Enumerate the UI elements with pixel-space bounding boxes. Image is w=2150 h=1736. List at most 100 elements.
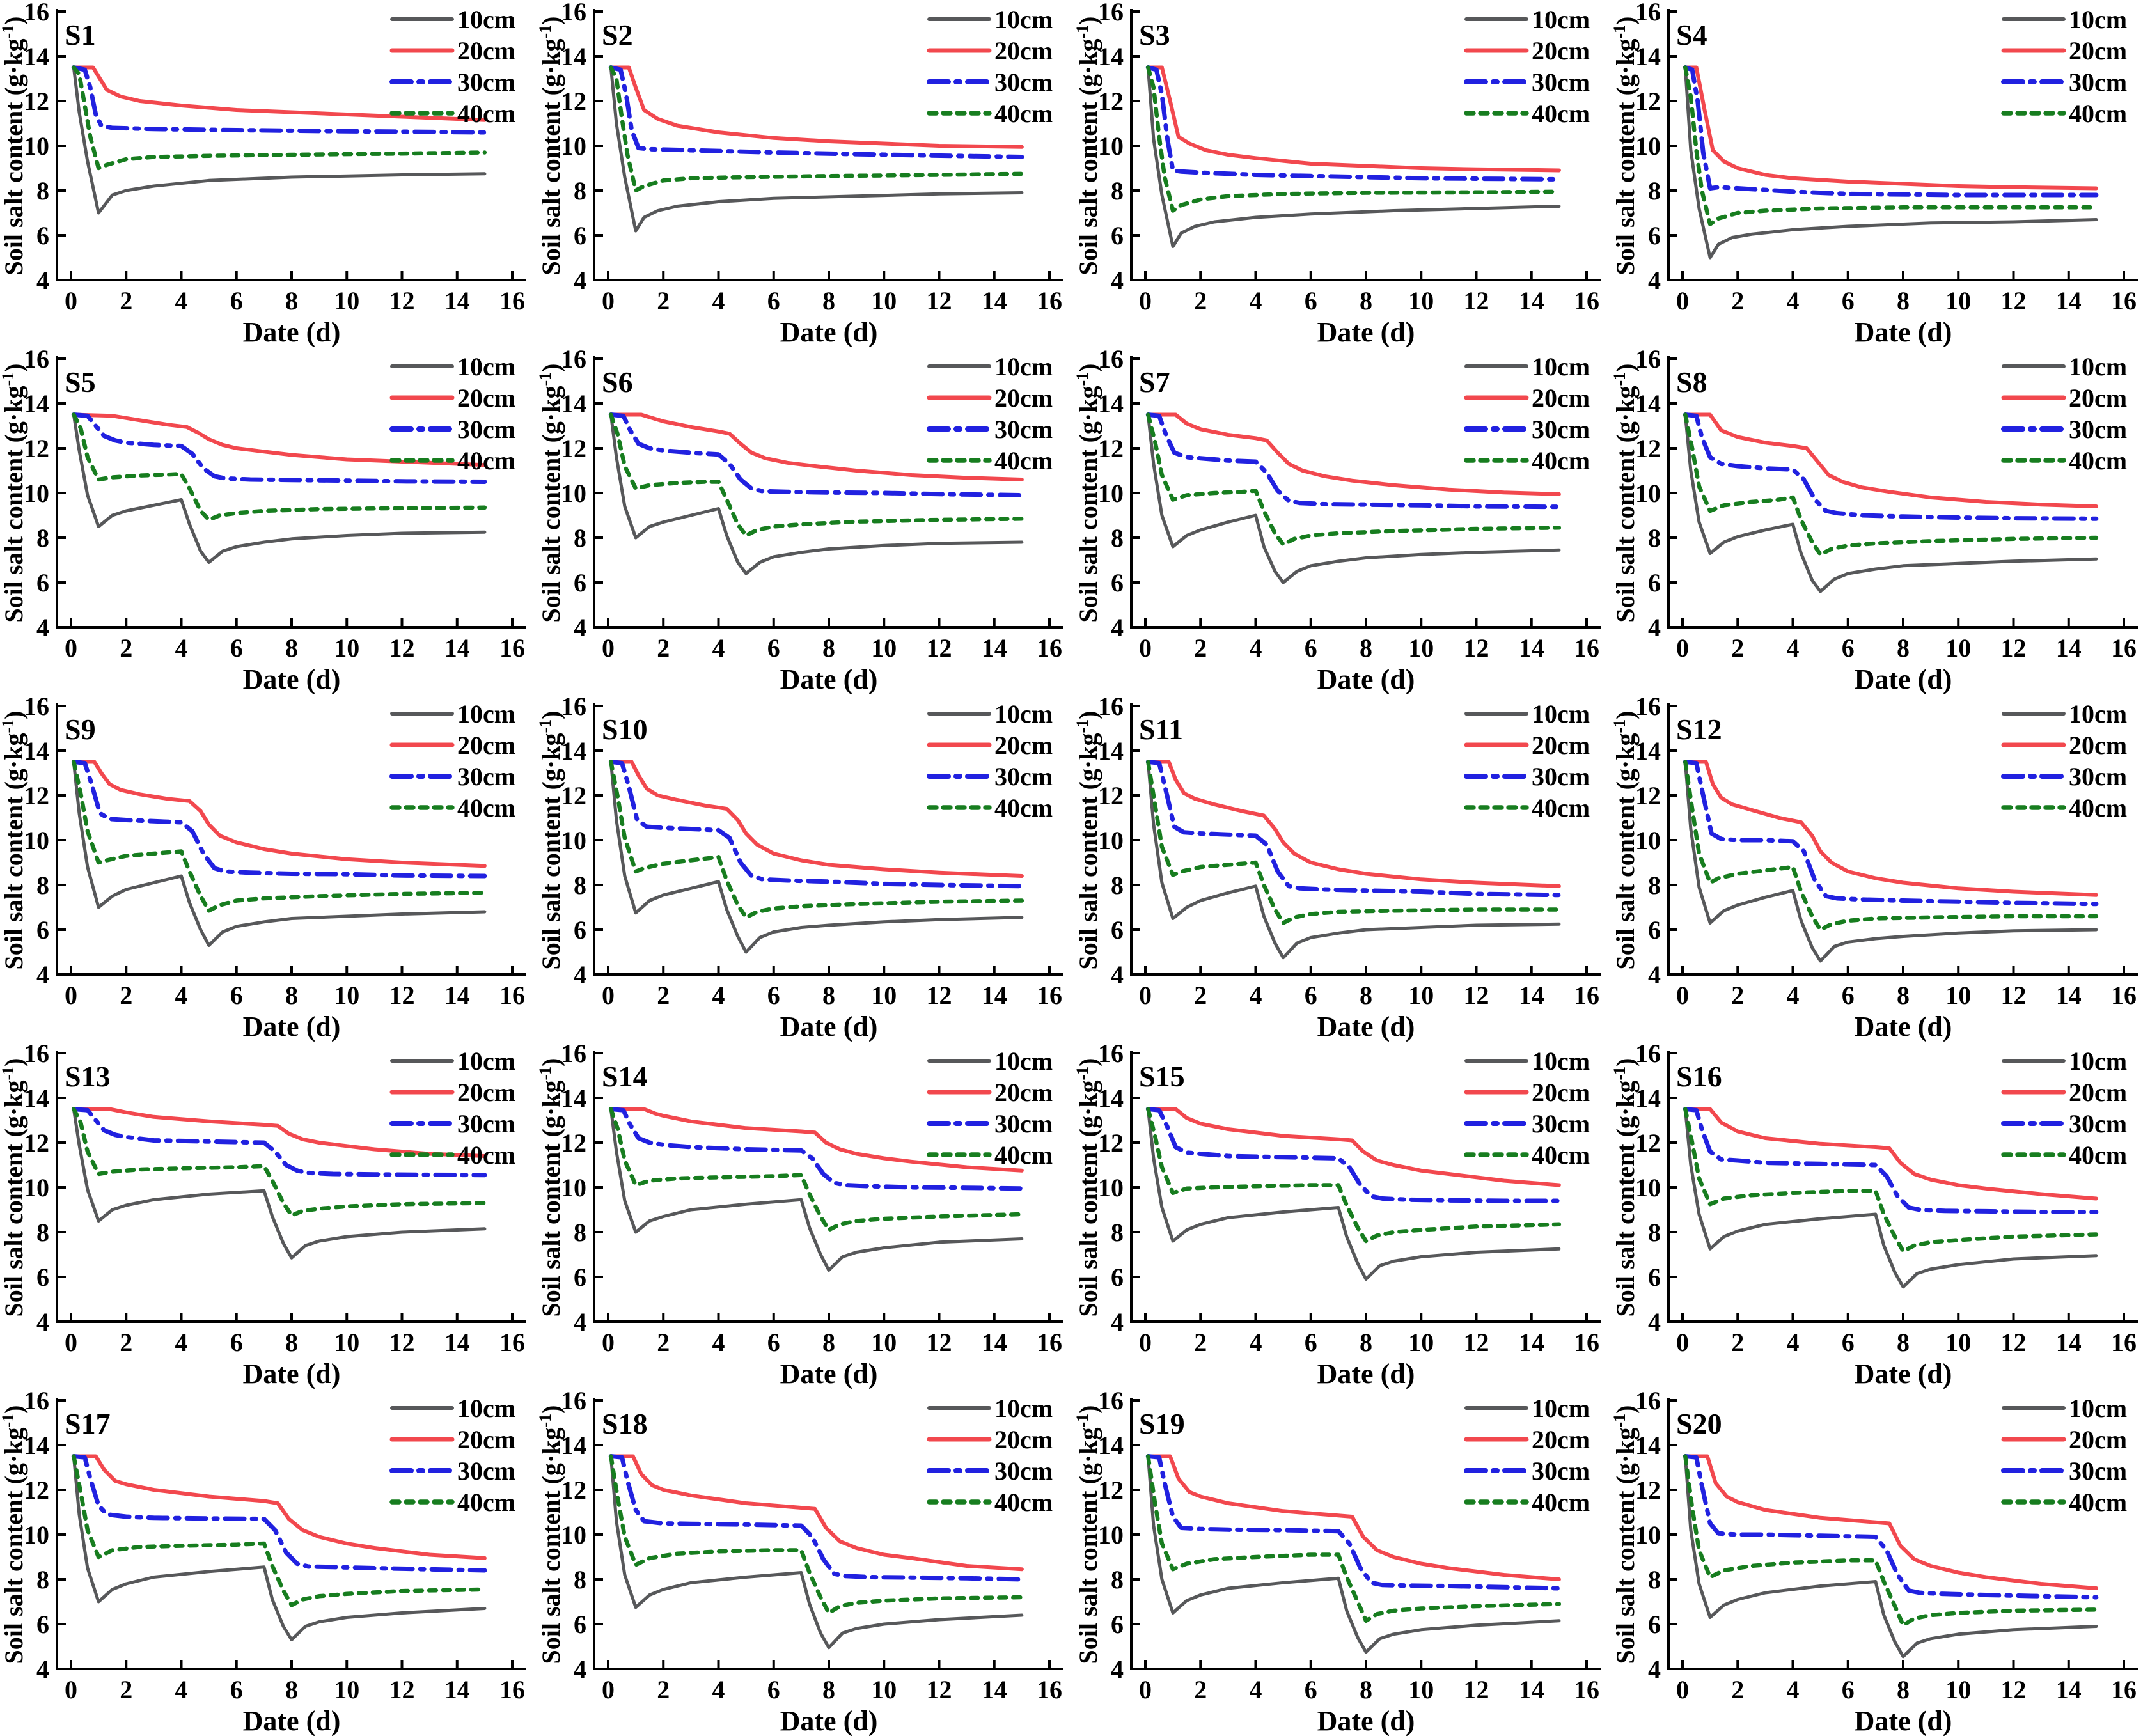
series-line-30cm xyxy=(1683,65,2099,198)
axes-frame xyxy=(1130,703,1601,976)
y-tick-label: 14 xyxy=(1098,1431,1124,1460)
y-tick-label: 14 xyxy=(1635,1084,1661,1113)
y-tick-label: 6 xyxy=(36,568,49,597)
series-line-40cm xyxy=(1683,412,2099,557)
y-tick-label: 16 xyxy=(1635,1042,1661,1068)
x-axis-label: Date (d) xyxy=(1855,1011,1952,1042)
x-tick-label: 16 xyxy=(1574,286,1599,315)
x-tick-label: 0 xyxy=(602,1328,615,1357)
x-axis-label: Date (d) xyxy=(780,1011,878,1042)
y-tick-label: 14 xyxy=(1635,42,1661,71)
series-line-10cm xyxy=(609,760,1024,954)
y-tick-label: 6 xyxy=(1111,221,1124,250)
x-tick-label: 14 xyxy=(2056,981,2082,1010)
series-line-30cm xyxy=(608,65,1024,159)
x-tick-label: 4 xyxy=(1250,1675,1262,1704)
y-tick-label: 8 xyxy=(1648,524,1661,552)
x-tick-label: 14 xyxy=(982,1328,1007,1357)
chart-panel-S7: 0 2 4 6 8 10 12 14 16 4 6 8 10 12 14 16 Date (d) Soil sal… xyxy=(1075,347,1601,694)
x-tick-label: 2 xyxy=(1731,1328,1744,1357)
legend-label-40cm: 40cm xyxy=(994,1141,1053,1169)
y-tick-label: 16 xyxy=(1098,0,1124,26)
legend-label-30cm: 30cm xyxy=(994,415,1053,444)
x-tick-label: 4 xyxy=(175,1328,188,1357)
x-tick-label: 8 xyxy=(822,981,835,1010)
series-line-30cm xyxy=(1145,412,1562,510)
legend-label-10cm: 10cm xyxy=(457,5,515,34)
y-tick-label: 10 xyxy=(1098,1521,1124,1549)
axes-frame xyxy=(1130,1398,1601,1670)
legend-label-20cm: 20cm xyxy=(2069,384,2127,412)
y-tick-label: 14 xyxy=(1635,737,1661,765)
x-tick-label: 12 xyxy=(389,1675,415,1704)
x-axis-label: Date (d) xyxy=(243,1358,341,1389)
x-tick-label: 8 xyxy=(822,286,835,315)
legend-label-30cm: 30cm xyxy=(2069,762,2127,791)
y-tick-label: 10 xyxy=(1098,132,1124,160)
chart-cell-S16: 0 2 4 6 8 10 12 14 16 4 6 8 10 12 14 16 Date (d) Soil sal… xyxy=(1612,1042,2149,1389)
x-tick-label: 10 xyxy=(871,981,897,1010)
y-tick-label: 10 xyxy=(24,1521,49,1549)
x-tick-label: 14 xyxy=(444,1328,470,1357)
x-tick-label: 6 xyxy=(1842,286,1855,315)
x-tick-label: 6 xyxy=(767,286,780,315)
x-tick-label: 12 xyxy=(389,981,415,1010)
axes-frame xyxy=(1667,356,2138,629)
y-tick-label: 8 xyxy=(1648,1218,1661,1247)
y-tick-label: 10 xyxy=(561,132,586,160)
series-line-40cm xyxy=(72,65,487,171)
legend-label-20cm: 20cm xyxy=(2069,1425,2127,1454)
y-tick-label: 8 xyxy=(1111,1218,1124,1247)
y-tick-label: 6 xyxy=(36,1263,49,1292)
y-tick-label: 6 xyxy=(574,568,586,597)
legend-label-10cm: 10cm xyxy=(457,352,515,381)
x-tick-label: 6 xyxy=(1305,1328,1317,1357)
axes-frame xyxy=(56,1051,526,1323)
legend-label-10cm: 10cm xyxy=(994,5,1053,34)
x-tick-label: 12 xyxy=(2001,981,2027,1010)
y-tick-label: 6 xyxy=(1648,916,1661,944)
x-tick-label: 10 xyxy=(871,634,897,662)
y-tick-label: 12 xyxy=(1635,434,1661,463)
x-axis-label: Date (d) xyxy=(243,1011,341,1042)
y-tick-label: 6 xyxy=(36,916,49,944)
x-tick-label: 0 xyxy=(602,286,615,315)
x-tick-label: 6 xyxy=(767,981,780,1010)
series-line-10cm xyxy=(609,413,1024,575)
y-axis-label: Soil salt content (g·kg-1) xyxy=(538,16,565,275)
y-tick-label: 14 xyxy=(1635,389,1661,418)
x-tick-label: 10 xyxy=(871,1328,897,1357)
y-tick-label: 4 xyxy=(1648,1308,1661,1336)
chart-cell-S14: 0 2 4 6 8 10 12 14 16 4 6 8 10 12 14 16 Date (d) Soil sal… xyxy=(538,1042,1075,1389)
x-tick-label: 12 xyxy=(927,1328,952,1357)
series-line-40cm xyxy=(609,65,1024,193)
y-tick-label: 10 xyxy=(24,1173,49,1202)
y-tick-label: 4 xyxy=(36,266,49,295)
legend-label-40cm: 40cm xyxy=(994,1488,1053,1517)
legend-label-30cm: 30cm xyxy=(2069,1457,2127,1485)
y-tick-label: 14 xyxy=(561,389,586,418)
x-tick-label: 2 xyxy=(1731,634,1744,662)
x-tick-label: 4 xyxy=(175,981,188,1010)
y-tick-label: 8 xyxy=(1111,524,1124,552)
legend-label-40cm: 40cm xyxy=(457,794,515,822)
y-tick-label: 14 xyxy=(561,737,586,765)
axes-frame xyxy=(593,9,1063,281)
x-tick-label: 8 xyxy=(1360,634,1372,662)
series-line-10cm xyxy=(1146,66,1561,248)
legend-label-40cm: 40cm xyxy=(994,446,1053,475)
y-axis-label: Soil salt content (g·kg-1) xyxy=(1612,16,1640,275)
legend-label-40cm: 40cm xyxy=(2069,446,2127,475)
x-tick-label: 10 xyxy=(334,1675,359,1704)
series-line-10cm xyxy=(1146,1107,1561,1281)
legend-label-20cm: 20cm xyxy=(1532,36,1590,65)
legend-label-20cm: 20cm xyxy=(1532,1425,1590,1454)
x-tick-label: 0 xyxy=(602,634,615,662)
y-tick-label: 12 xyxy=(1098,781,1124,810)
y-tick-label: 6 xyxy=(36,221,49,250)
x-tick-label: 0 xyxy=(1139,286,1152,315)
x-tick-label: 14 xyxy=(2056,634,2082,662)
legend-label-30cm: 30cm xyxy=(2069,1109,2127,1138)
y-tick-label: 6 xyxy=(1648,1263,1661,1292)
y-tick-label: 6 xyxy=(1648,221,1661,250)
